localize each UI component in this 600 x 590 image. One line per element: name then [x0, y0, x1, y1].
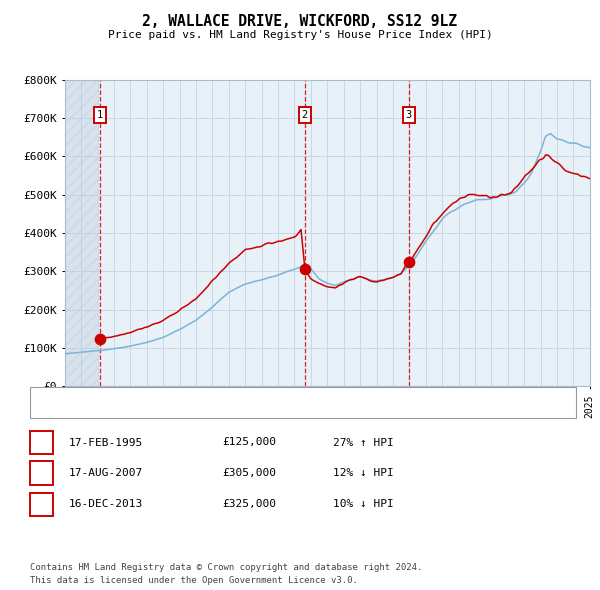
Text: 10% ↓ HPI: 10% ↓ HPI: [333, 500, 394, 509]
Text: 2: 2: [38, 468, 45, 478]
Point: [404, 257, 413, 267]
Text: Contains HM Land Registry data © Crown copyright and database right 2024.: Contains HM Land Registry data © Crown c…: [30, 563, 422, 572]
Text: £325,000: £325,000: [222, 500, 276, 509]
Text: 12% ↓ HPI: 12% ↓ HPI: [333, 468, 394, 478]
Text: ———: ———: [42, 389, 65, 402]
Text: 1: 1: [38, 438, 45, 447]
Point: [300, 265, 310, 274]
Bar: [65, 80, 98, 386]
Text: 2: 2: [302, 110, 308, 120]
Text: 3: 3: [38, 500, 45, 509]
Text: 27% ↑ HPI: 27% ↑ HPI: [333, 438, 394, 447]
Text: ———: ———: [42, 405, 65, 418]
Point: [95, 334, 104, 343]
Text: 3: 3: [406, 110, 412, 120]
Text: 2, WALLACE DRIVE, WICKFORD, SS12 9LZ (detached house): 2, WALLACE DRIVE, WICKFORD, SS12 9LZ (de…: [87, 391, 418, 401]
Text: HPI: Average price, detached house, Basildon: HPI: Average price, detached house, Basi…: [87, 406, 362, 416]
Text: 2, WALLACE DRIVE, WICKFORD, SS12 9LZ: 2, WALLACE DRIVE, WICKFORD, SS12 9LZ: [143, 14, 458, 29]
Text: This data is licensed under the Open Government Licence v3.0.: This data is licensed under the Open Gov…: [30, 576, 358, 585]
Text: £125,000: £125,000: [222, 438, 276, 447]
Text: Price paid vs. HM Land Registry's House Price Index (HPI): Price paid vs. HM Land Registry's House …: [107, 30, 493, 40]
Text: 17-FEB-1995: 17-FEB-1995: [69, 438, 143, 447]
Text: 1: 1: [97, 110, 103, 120]
Text: £305,000: £305,000: [222, 468, 276, 478]
Text: 17-AUG-2007: 17-AUG-2007: [69, 468, 143, 478]
Text: 16-DEC-2013: 16-DEC-2013: [69, 500, 143, 509]
